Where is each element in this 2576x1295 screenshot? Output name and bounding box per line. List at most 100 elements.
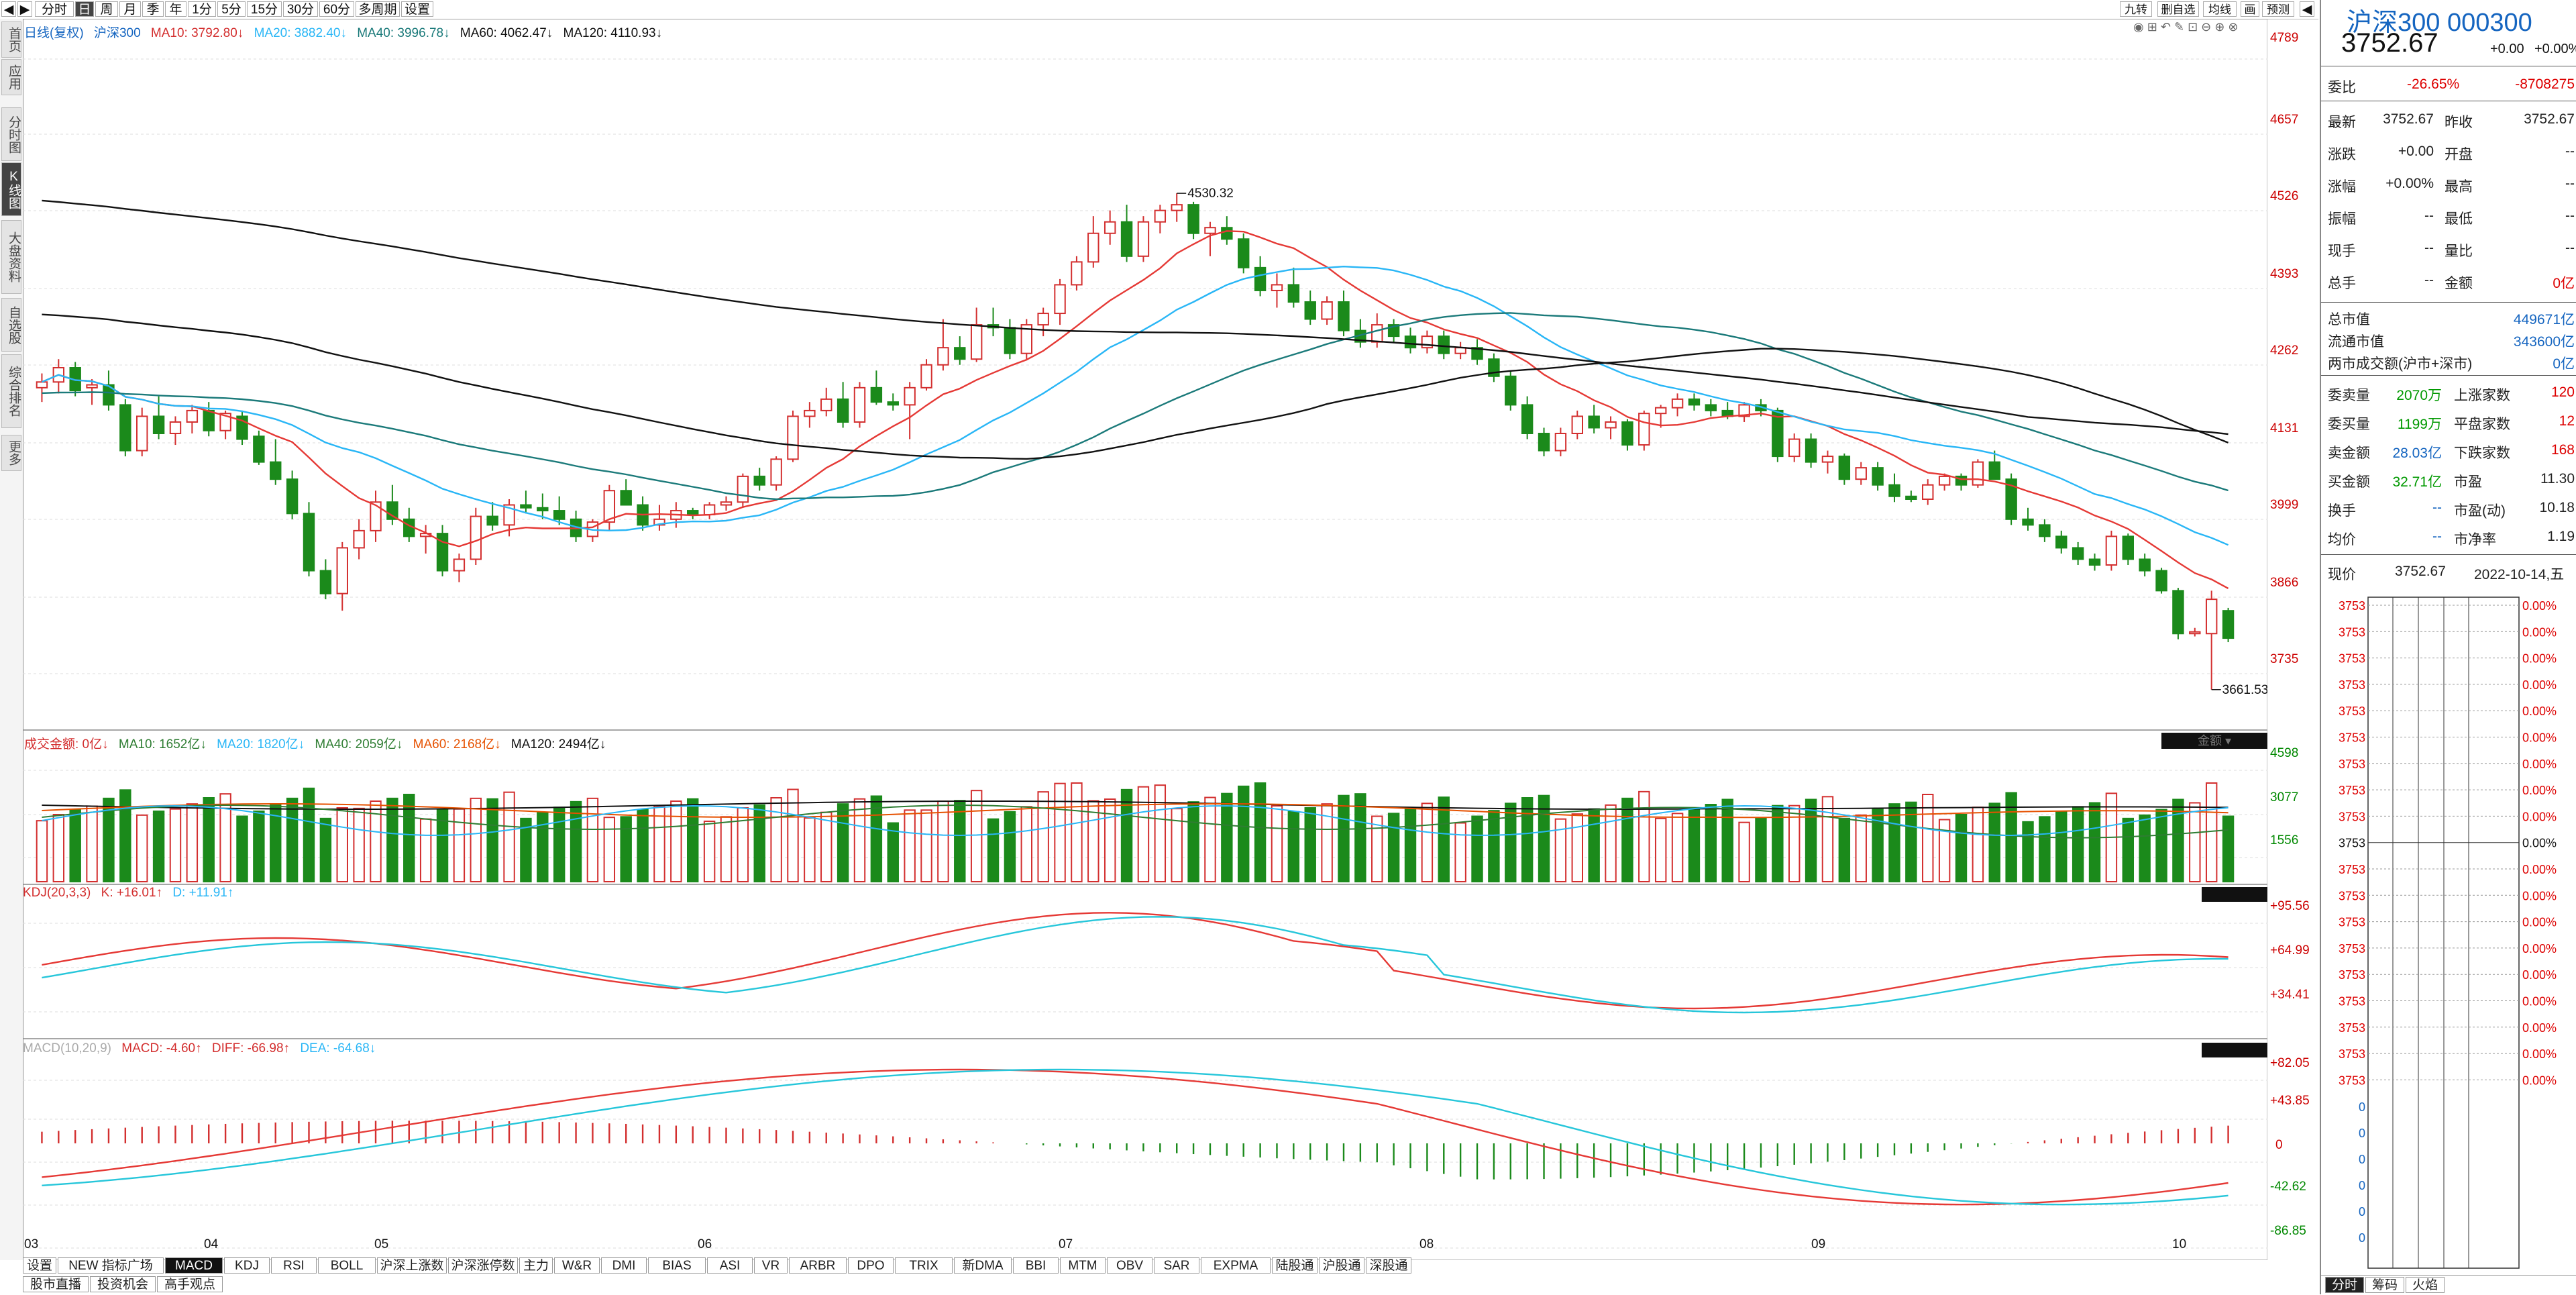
volume-bar	[620, 816, 632, 883]
period-tab-9[interactable]: 30分	[283, 1, 318, 17]
period-tab-3[interactable]: 月	[119, 1, 141, 17]
info-tab-2[interactable]: 高手观点	[157, 1276, 223, 1292]
indicator-tab-10[interactable]: DMI	[601, 1257, 647, 1274]
sidebar-item-4[interactable]: 大盘资料	[1, 220, 21, 294]
indicator-tab-9[interactable]: W&R	[554, 1257, 600, 1274]
chart-svg[interactable]: 4530.32 3661.53	[23, 19, 2267, 1260]
row-label: 总手	[2328, 276, 2356, 291]
indicator-tab-25[interactable]: 深股通	[1366, 1257, 1411, 1274]
period-tab-5[interactable]: 年	[165, 1, 186, 17]
volume-bar	[169, 808, 182, 882]
indicator-tab-2[interactable]: MACD	[165, 1257, 223, 1274]
info-tab-1[interactable]: 投资机会	[90, 1276, 156, 1292]
period-tab-1[interactable]: 日	[75, 1, 94, 17]
indicator-tab-0[interactable]: 设置	[23, 1257, 56, 1274]
candle	[2172, 588, 2184, 639]
minus-icon[interactable]: ⊖	[2201, 20, 2212, 34]
amount-select[interactable]: 金额 ▾	[2161, 733, 2267, 749]
close-icon[interactable]: ⊗	[2228, 20, 2239, 34]
period-tab-8[interactable]: 15分	[247, 1, 282, 17]
eye-icon[interactable]: ◉	[2133, 20, 2144, 34]
period-tab-10[interactable]: 60分	[319, 1, 354, 17]
sidebar-item-7[interactable]: 更多	[1, 435, 21, 471]
period-tab-4[interactable]: 季	[142, 1, 164, 17]
prev-arrow-button[interactable]: ◀	[1, 1, 16, 17]
volume-bar	[1955, 814, 1968, 882]
sidebar-item-2[interactable]: 分时图	[1, 107, 21, 161]
period-tab-6[interactable]: 1分	[188, 1, 216, 17]
indicator-tab-18[interactable]: BBI	[1013, 1257, 1059, 1274]
period-tab-2[interactable]: 周	[95, 1, 118, 17]
date-axis-label: 07	[1059, 1237, 1073, 1251]
indicator-tab-3[interactable]: KDJ	[224, 1257, 270, 1274]
indicator-tab-15[interactable]: DPO	[848, 1257, 894, 1274]
period-tab-7[interactable]: 5分	[217, 1, 246, 17]
screenshot-icon[interactable]: ⊞	[2147, 20, 2157, 34]
chart-area[interactable]: 4530.32 3661.53 日线(复权) 沪深300 MA10: 3792.8…	[23, 19, 2267, 1260]
indicator-tab-12[interactable]: ASI	[707, 1257, 753, 1274]
draw-icon[interactable]: ✎	[2174, 20, 2185, 34]
indicator-tab-1[interactable]: NEW 指标广场	[58, 1257, 164, 1274]
indicator-tab-21[interactable]: SAR	[1154, 1257, 1199, 1274]
toolbar-button-3[interactable]: 画	[2241, 1, 2259, 17]
candle	[2189, 627, 2201, 637]
panel-row: 委卖量 2070万 上涨家数 120	[2326, 378, 2576, 407]
indicator-tab-17[interactable]: 新DMA	[954, 1257, 1012, 1274]
sidebar-item-6[interactable]: 综合排名	[1, 354, 21, 428]
indicator-tab-4[interactable]: RSI	[271, 1257, 317, 1274]
indicator-tab-6[interactable]: 沪深上涨数	[377, 1257, 447, 1274]
sidebar-item-3[interactable]: K线图	[1, 162, 21, 216]
mini-price-label: 3753	[2339, 599, 2365, 613]
indicator-tab-22[interactable]: EXPMA	[1201, 1257, 1271, 1274]
toolbar-button-1[interactable]: 删自选	[2157, 1, 2199, 17]
macd-menu-button[interactable]	[2202, 1043, 2267, 1057]
next-arrow-button[interactable]: ▶	[17, 1, 32, 17]
chart-tools[interactable]: ◉ ⊞ ↶ ✎ ⊡ ⊖ ⊕ ⊗	[2133, 20, 2238, 34]
candle	[1788, 433, 1801, 462]
indicator-tab-19[interactable]: MTM	[1060, 1257, 1106, 1274]
volume-bar	[52, 814, 65, 882]
mini-intraday-chart[interactable]: 3753 0.00% 3753 0.00% 3753 0.00% 3753 0.00% 3753…	[2321, 594, 2576, 1272]
indicator-tab-14[interactable]: ARBR	[789, 1257, 847, 1274]
toolbar-button-2[interactable]: 均线	[2203, 1, 2237, 17]
period-tab-12[interactable]: 设置	[401, 1, 433, 17]
sidebar-item-5[interactable]: 自选股	[1, 298, 21, 352]
undo-icon[interactable]: ↶	[2160, 20, 2171, 34]
row-label-2: 最高	[2445, 179, 2473, 195]
sidebar-item-0[interactable]: 首页	[1, 21, 21, 58]
candle	[103, 370, 115, 411]
candle	[1605, 416, 1617, 439]
mini-pct-label: 0.00%	[2522, 705, 2557, 718]
volume-bar	[670, 800, 682, 882]
kdj-menu-button[interactable]	[2202, 887, 2267, 902]
indicator-tab-23[interactable]: 陆股通	[1272, 1257, 1318, 1274]
indicator-tab-7[interactable]: 沪深涨停数	[448, 1257, 518, 1274]
candle	[1671, 393, 1684, 417]
sidebar-item-1[interactable]: 应用	[1, 59, 21, 95]
indicator-tab-20[interactable]: OBV	[1107, 1257, 1152, 1274]
indicator-tab-16[interactable]: TRIX	[895, 1257, 953, 1274]
period-tab-0[interactable]: 分时	[35, 1, 74, 17]
indicator-tab-11[interactable]: BIAS	[648, 1257, 706, 1274]
lock-icon[interactable]: ⊡	[2188, 20, 2198, 34]
panel-tab-1[interactable]: 筹码	[2365, 1277, 2404, 1293]
panel-tab-2[interactable]: 火焰	[2406, 1277, 2445, 1293]
plus-icon[interactable]: ⊕	[2214, 20, 2225, 34]
row-label-2: 平盘家数	[2454, 417, 2510, 432]
panel-tab-0[interactable]: 分时	[2325, 1277, 2364, 1293]
indicator-tab-8[interactable]: 主力	[519, 1257, 553, 1274]
info-tab-0[interactable]: 股市直播	[23, 1276, 89, 1292]
volume-bar	[1237, 785, 1250, 883]
indicator-tab-5[interactable]: BOLL	[318, 1257, 376, 1274]
toolbar-button-0[interactable]: 九转	[2120, 1, 2152, 17]
volume-bar	[419, 818, 432, 882]
ma40-label: MA40: 3996.78↓	[357, 26, 450, 40]
toolbar-button-4[interactable]: 预测	[2262, 1, 2294, 17]
candle	[1338, 290, 1350, 337]
row-label-2: 下跌家数	[2454, 446, 2510, 461]
volume-bar	[1688, 809, 1701, 882]
indicator-tab-13[interactable]: VR	[754, 1257, 788, 1274]
collapse-arrow-button[interactable]: ◀	[2300, 1, 2314, 17]
period-tab-11[interactable]: 多周期	[356, 1, 400, 17]
indicator-tab-24[interactable]: 沪股通	[1319, 1257, 1364, 1274]
